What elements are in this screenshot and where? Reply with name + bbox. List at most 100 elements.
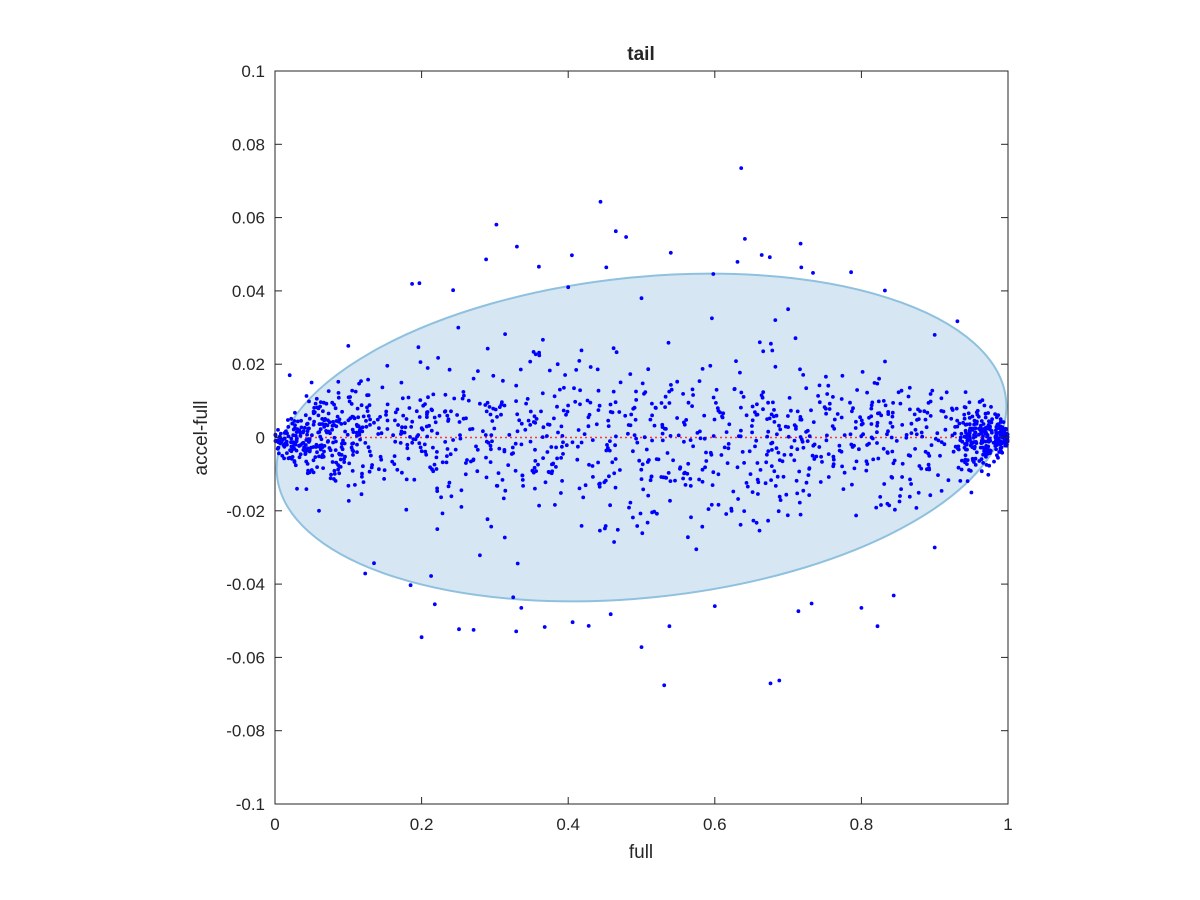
data-point [772, 408, 776, 412]
data-point [355, 434, 359, 438]
data-point [683, 483, 688, 487]
data-point [848, 400, 852, 405]
data-point [865, 443, 869, 447]
data-point [326, 389, 331, 393]
data-point [753, 410, 757, 414]
data-point [355, 450, 359, 454]
data-point [973, 463, 978, 467]
data-point [541, 456, 545, 460]
data-point [347, 461, 352, 466]
data-point [765, 434, 770, 439]
data-point [286, 434, 291, 439]
data-point [615, 527, 620, 532]
data-point [540, 435, 545, 439]
data-point [372, 420, 376, 425]
data-point [461, 416, 466, 421]
data-point [748, 472, 753, 476]
data-point [663, 394, 668, 399]
data-point [972, 444, 977, 449]
data-point [377, 426, 381, 430]
data-point [425, 366, 430, 370]
data-point [776, 509, 781, 514]
data-point [451, 288, 455, 293]
data-point [332, 435, 337, 440]
data-point [698, 429, 702, 434]
data-point [839, 415, 844, 420]
data-point [789, 452, 793, 457]
data-point [278, 431, 283, 436]
data-point [991, 440, 996, 445]
data-point [478, 401, 482, 406]
data-point [506, 463, 511, 467]
data-point [594, 422, 599, 427]
data-point [826, 383, 831, 388]
data-point [577, 486, 582, 491]
data-point [575, 457, 580, 462]
data-point [562, 385, 566, 390]
data-point [675, 416, 679, 420]
data-point [735, 465, 740, 470]
data-point [729, 506, 734, 511]
data-point [552, 416, 556, 421]
data-point [660, 431, 665, 436]
data-point [640, 531, 645, 536]
data-point [708, 363, 713, 368]
data-point [668, 498, 672, 503]
data-point [700, 479, 705, 484]
data-point [586, 624, 591, 628]
data-point [311, 422, 316, 427]
data-point [334, 460, 339, 465]
data-point [770, 348, 775, 353]
data-point [586, 424, 591, 429]
data-point [475, 447, 480, 452]
data-point [639, 645, 644, 649]
data-point [456, 325, 461, 330]
data-point [735, 260, 740, 264]
data-point [977, 400, 982, 404]
data-point [716, 472, 721, 477]
data-point [792, 438, 797, 443]
data-point [287, 373, 292, 378]
data-point [537, 353, 542, 358]
data-point [369, 453, 373, 458]
data-point [998, 417, 1003, 422]
data-point [807, 493, 812, 497]
data-point [295, 419, 300, 424]
data-point [793, 336, 798, 341]
data-point [370, 463, 374, 467]
data-point [764, 460, 769, 465]
data-point [929, 443, 934, 447]
data-point [714, 401, 718, 405]
data-point [955, 319, 960, 324]
data-point [632, 433, 637, 437]
data-point [611, 346, 616, 351]
data-point [513, 441, 518, 446]
data-point [403, 425, 408, 430]
data-point [385, 363, 390, 368]
data-point [681, 476, 685, 481]
y-tick-label: 0.1 [241, 62, 265, 81]
data-point [637, 458, 642, 463]
data-point [416, 433, 421, 437]
data-point [489, 433, 494, 437]
data-point [275, 446, 280, 451]
data-point [881, 399, 886, 403]
data-point [613, 443, 617, 448]
data-point [923, 417, 928, 422]
data-point [393, 410, 398, 415]
data-point [977, 427, 982, 432]
data-point [462, 393, 466, 398]
data-point [485, 517, 490, 522]
data-point [514, 629, 519, 634]
data-point [289, 416, 294, 421]
data-point [890, 424, 895, 429]
data-point [452, 396, 457, 401]
data-point [653, 405, 658, 410]
data-point [775, 474, 780, 479]
data-point [739, 428, 743, 433]
data-point [814, 454, 819, 459]
data-point [346, 499, 351, 503]
data-point [459, 505, 464, 509]
data-point [869, 406, 874, 411]
data-point [854, 459, 859, 464]
